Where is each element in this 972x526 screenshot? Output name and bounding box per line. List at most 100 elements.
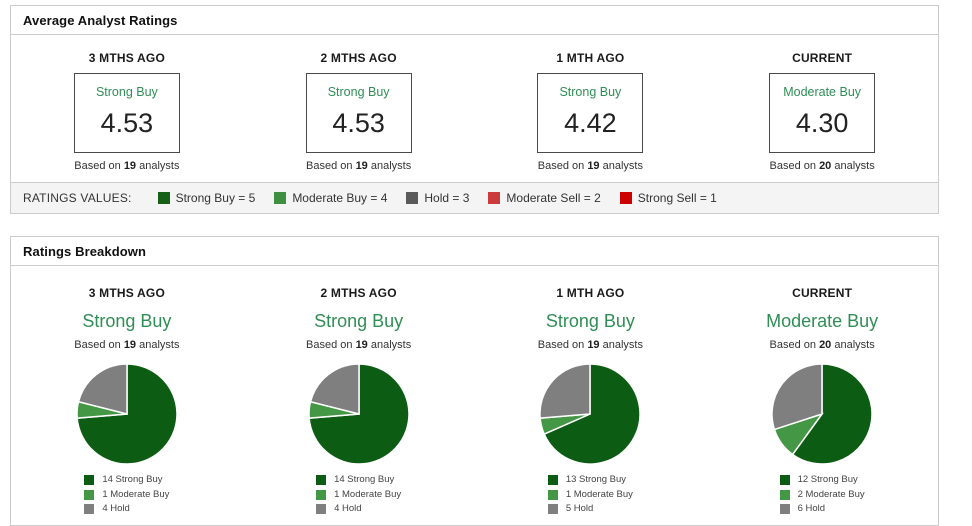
legend-label: 1 Moderate Buy: [565, 488, 633, 500]
rating-label: Strong Buy: [95, 85, 158, 99]
pie-chart: [307, 363, 410, 465]
legend-label: 14 Strong Buy: [102, 474, 163, 485]
pie-legend-item: 4 Hold: [84, 504, 169, 514]
legend-swatch: [316, 504, 327, 514]
legend-label: 4 Hold: [334, 503, 362, 514]
legend-swatch: [316, 475, 327, 485]
based-on-text: Based on 20 analysts: [769, 339, 875, 351]
breakdown-column: 1 MTH AGO Strong Buy Based on 19 analyst…: [475, 286, 707, 519]
legend-swatch: [157, 192, 170, 204]
rating-card: 2 MTHS AGO Strong Buy 4.53 Based on 19 a…: [243, 51, 475, 172]
rating-value: 4.53: [332, 108, 385, 138]
legend-swatch: [488, 192, 501, 204]
ratings-values-legend-item: Strong Sell = 1: [619, 191, 717, 205]
pie-legend-item: 1 Moderate Buy: [84, 489, 169, 500]
legend-label: Strong Buy = 5: [175, 191, 256, 205]
pie-chart: [76, 363, 178, 465]
pie-legend-item: 5 Hold: [547, 503, 633, 514]
pie-legend-item: 12 Strong Buy: [779, 474, 865, 485]
period-label: CURRENT: [792, 286, 853, 300]
period-label: 3 MTHS AGO: [88, 286, 165, 300]
rating-card: CURRENT Moderate Buy 4.30 Based on 20 an…: [706, 51, 938, 172]
legend-swatch: [619, 192, 632, 204]
pie-legend: 13 Strong Buy 1 Moderate Buy 5 Hold: [547, 475, 633, 519]
legend-label: 6 Hold: [797, 503, 826, 514]
pie-legend-item: 14 Strong Buy: [316, 475, 401, 485]
legend-label: Strong Sell = 1: [637, 191, 717, 205]
legend-swatch: [547, 504, 558, 514]
legend-label: 14 Strong Buy: [334, 474, 395, 485]
pie-chart: [539, 363, 642, 465]
legend-label: 4 Hold: [102, 503, 130, 514]
ratings-values-legend-item: Strong Buy = 5: [157, 191, 256, 205]
pie-legend: 14 Strong Buy 1 Moderate Buy 4 Hold: [84, 475, 169, 519]
pie-legend-item: 13 Strong Buy: [547, 475, 633, 485]
pie-slice: [309, 363, 360, 415]
rating-box: Strong Buy 4.53: [73, 73, 180, 153]
pie-legend-item: 14 Strong Buy: [84, 475, 169, 485]
pie-legend: 14 Strong Buy 1 Moderate Buy 4 Hold: [316, 475, 401, 519]
breakdown-column: CURRENT Moderate Buy Based on 20 analyst…: [706, 286, 938, 519]
legend-label: 5 Hold: [565, 503, 594, 514]
period-label: 1 MTH AGO: [556, 51, 625, 65]
ratings-values-legend-item: Hold = 3: [406, 191, 469, 205]
legend-swatch: [779, 489, 790, 500]
period-label: 2 MTHS AGO: [320, 286, 397, 300]
average-analyst-ratings-panel: Average Analyst Ratings 3 MTHS AGO Stron…: [10, 5, 939, 214]
legend-label: Hold = 3: [424, 191, 470, 205]
legend-swatch: [547, 475, 558, 485]
pie-slice: [77, 363, 128, 415]
legend-swatch: [779, 475, 790, 485]
legend-label: Moderate Sell = 2: [506, 191, 601, 205]
rating-box: Strong Buy 4.53: [305, 73, 412, 153]
rating-label: Moderate Buy: [783, 85, 862, 99]
pie-slice: [771, 363, 823, 431]
ratings-values-legend: Strong Buy = 5 Moderate Buy = 4 Hold = 3…: [157, 191, 736, 205]
average-panel-title: Average Analyst Ratings: [11, 6, 938, 35]
legend-swatch: [274, 192, 287, 204]
legend-label: 1 Moderate Buy: [334, 488, 402, 500]
pie-legend-item: 6 Hold: [779, 503, 865, 514]
based-on-text: Based on 20 analysts: [769, 160, 875, 172]
legend-swatch: [84, 489, 95, 500]
legend-swatch: [84, 475, 95, 485]
pie-legend: 12 Strong Buy 2 Moderate Buy 6 Hold: [779, 474, 865, 519]
rating-cards-row: 3 MTHS AGO Strong Buy 4.53 Based on 19 a…: [11, 35, 938, 182]
pie-chart: [771, 363, 873, 465]
rating-label: Strong Buy: [559, 85, 622, 99]
period-label: 3 MTHS AGO: [88, 51, 165, 65]
based-on-text: Based on 19 analysts: [537, 160, 643, 172]
rating-label: Strong Buy: [327, 85, 390, 99]
ratings-values-legend-item: Moderate Sell = 2: [488, 191, 601, 205]
breakdown-panel-title: Ratings Breakdown: [11, 237, 938, 266]
pie-slice: [791, 363, 873, 465]
ratings-values-legend-item: Moderate Buy = 4: [274, 191, 387, 205]
based-on-text: Based on 19 analysts: [74, 160, 180, 172]
rating-card: 3 MTHS AGO Strong Buy 4.53 Based on 19 a…: [11, 51, 243, 172]
based-on-text: Based on 19 analysts: [306, 160, 412, 172]
rating-box: Strong Buy 4.42: [537, 73, 644, 153]
pie-legend-item: 1 Moderate Buy: [316, 488, 402, 500]
based-on-text: Based on 19 analysts: [537, 339, 643, 351]
rating-value: 4.30: [795, 108, 849, 138]
based-on-text: Based on 19 analysts: [306, 339, 412, 351]
rating-label: Moderate Buy: [766, 311, 879, 331]
legend-swatch: [84, 504, 95, 514]
rating-label: Strong Buy: [82, 311, 172, 331]
legend-label: 12 Strong Buy: [797, 474, 858, 485]
period-label: CURRENT: [792, 51, 853, 65]
pie-legend-item: 4 Hold: [316, 504, 401, 514]
pie-legend-item: 1 Moderate Buy: [547, 488, 633, 500]
rating-value: 4.42: [564, 108, 617, 138]
legend-swatch: [547, 489, 558, 500]
based-on-text: Based on 19 analysts: [74, 339, 180, 351]
rating-value: 4.53: [100, 108, 154, 138]
legend-swatch: [316, 489, 327, 500]
rating-label: Strong Buy: [314, 311, 404, 331]
ratings-values-label: RATINGS VALUES:: [23, 191, 132, 205]
legend-swatch: [779, 504, 790, 514]
pie-slice: [543, 363, 642, 465]
rating-card: 1 MTH AGO Strong Buy 4.42 Based on 19 an…: [475, 51, 707, 172]
legend-label: 2 Moderate Buy: [797, 488, 865, 500]
